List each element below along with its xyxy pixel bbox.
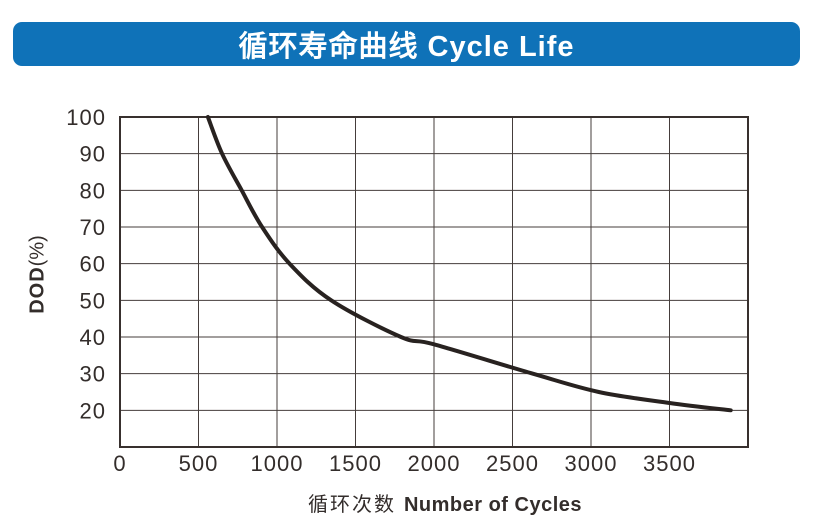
x-tick-label: 1500 — [329, 451, 382, 476]
y-tick-label: 60 — [80, 252, 106, 277]
x-axis-label-chinese: 循环次数 — [307, 494, 396, 516]
page-title: 循环寿命曲线 Cycle Life — [238, 31, 575, 63]
x-tick-label: 1000 — [251, 451, 304, 476]
y-axis-label: DOD(%) — [27, 185, 50, 365]
y-tick-label: 100 — [66, 105, 106, 130]
y-tick-label: 80 — [80, 178, 106, 203]
y-tick-label: 90 — [80, 142, 106, 167]
y-tick-label: 70 — [80, 215, 106, 240]
x-axis-label-english: Number of Cycles — [403, 494, 583, 516]
y-axis-label-unit: (%) — [26, 235, 49, 267]
x-tick-label: 500 — [179, 451, 219, 476]
cycle-life-curve — [205, 115, 733, 413]
y-tick-label: 50 — [80, 288, 106, 313]
x-tick-label: 3000 — [565, 451, 618, 476]
y-tick-label: 20 — [80, 398, 106, 423]
y-tick-label: 30 — [80, 362, 106, 387]
x-tick-label: 2500 — [486, 451, 539, 476]
x-axis-label: 循环次数 Number of Cycles — [130, 488, 760, 517]
x-tick-label: 0 — [113, 451, 126, 476]
title-banner: 循环寿命曲线 Cycle Life — [13, 22, 800, 66]
x-tick-label: 3500 — [643, 451, 696, 476]
x-tick-label: 2000 — [408, 451, 461, 476]
y-tick-label: 40 — [80, 325, 106, 350]
y-axis-label-main: DOD — [26, 266, 49, 314]
plot-border — [119, 116, 749, 448]
